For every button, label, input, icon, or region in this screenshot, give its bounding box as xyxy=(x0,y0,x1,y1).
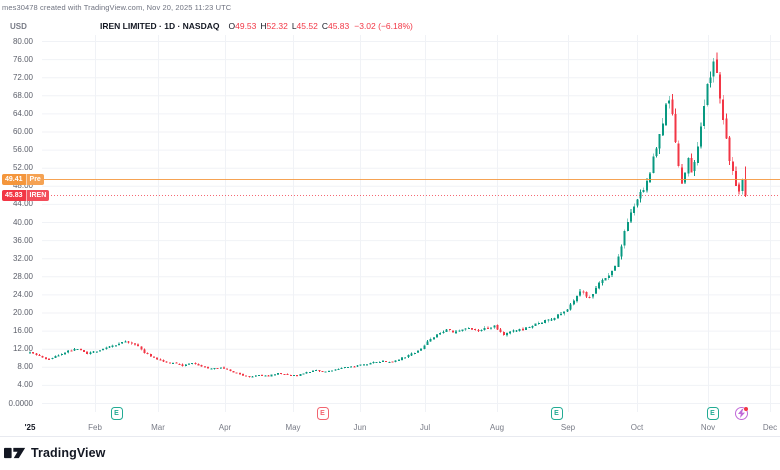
price-tick-label: 12.00 xyxy=(12,344,33,354)
time-axis-separator xyxy=(0,436,780,437)
symbol-title: IREN LIMITED · 1D · NASDAQ xyxy=(100,21,220,31)
time-tick-label: Mar xyxy=(151,423,165,432)
last-price-label: 45.83 IREN xyxy=(2,190,50,202)
price-tick-label: 16.00 xyxy=(12,326,33,336)
price-tick-label: 32.00 xyxy=(12,253,33,263)
ohlc-key: C xyxy=(321,21,328,31)
price-tick-label: 28.00 xyxy=(12,271,33,281)
ohlc-key: O xyxy=(228,21,236,31)
earnings-marker-icon[interactable]: E xyxy=(110,407,123,420)
price-tick-label: 52.00 xyxy=(12,163,33,173)
tradingview-logo[interactable]: TradingView xyxy=(4,444,106,462)
ohlc-values: O49.53 H52.32 L45.52 C45.83 xyxy=(224,21,349,31)
price-tick-label: 80.00 xyxy=(12,36,33,46)
attribution-text: mes30478 created with TradingView.com, N… xyxy=(2,3,232,12)
time-tick-label: Jun xyxy=(353,423,367,432)
time-tick-label: Apr xyxy=(218,423,232,432)
time-tick-label: Dec xyxy=(762,423,778,432)
time-tick-label: Jul xyxy=(419,423,431,432)
time-tick-label: May xyxy=(285,423,301,432)
price-tick-label: 40.00 xyxy=(12,217,33,227)
symbol-legend[interactable]: IREN LIMITED · 1D · NASDAQ O49.53 H52.32 L4… xyxy=(100,21,413,31)
earnings-marker-icon[interactable]: E xyxy=(316,407,329,420)
price-tick-label: 0.0000 xyxy=(8,398,33,408)
premarket-price-value: 49.41 xyxy=(5,175,23,183)
last-price-symbol-tag: IREN xyxy=(25,190,50,202)
price-tick-label: 56.00 xyxy=(12,145,33,155)
price-tick-label: 8.00 xyxy=(17,362,33,372)
price-tick-label: 76.00 xyxy=(12,54,33,64)
earnings-marker-icon[interactable]: E xyxy=(550,407,563,420)
ohlc-value: 52.32 xyxy=(266,21,288,31)
premarket-tag: Pre xyxy=(25,173,44,185)
last-price-value: 45.83 xyxy=(5,192,23,200)
flash-event-icon[interactable] xyxy=(734,407,748,420)
time-tick-label: Feb xyxy=(88,423,102,432)
price-tick-label: 48.00 xyxy=(12,181,33,191)
ohlc-value: 45.83 xyxy=(327,21,350,31)
price-tick-label: 72.00 xyxy=(12,72,33,82)
ohlc-key: L xyxy=(291,21,297,31)
tradingview-logo-icon xyxy=(4,447,26,459)
price-tick-label: 24.00 xyxy=(12,289,33,299)
time-tick-label: '25 xyxy=(24,423,36,432)
time-tick-label: Oct xyxy=(630,423,644,432)
change-value: −3.02 (−6.18%) xyxy=(354,21,413,31)
time-tick-label: Aug xyxy=(489,423,505,432)
price-tick-label: 20.00 xyxy=(12,308,33,317)
time-tick-label: Nov xyxy=(700,423,716,432)
ohlc-value: 49.53 xyxy=(235,21,257,31)
premarket-price-label: 49.41 Pre xyxy=(2,173,44,185)
time-tick-label: Sep xyxy=(560,423,576,432)
price-tick-label: 36.00 xyxy=(12,235,33,245)
price-tick-label: 44.00 xyxy=(12,199,33,209)
ohlc-value: 45.52 xyxy=(296,21,318,31)
earnings-marker-icon[interactable]: E xyxy=(706,407,719,420)
ohlc-key: H xyxy=(260,21,267,31)
currency-label: USD xyxy=(10,22,27,31)
tradingview-logo-text: TradingView xyxy=(31,446,106,460)
price-tick-label: 68.00 xyxy=(12,90,33,100)
price-tick-label: 4.00 xyxy=(17,380,33,390)
price-tick-label: 60.00 xyxy=(12,127,33,136)
price-tick-label: 64.00 xyxy=(12,108,33,118)
